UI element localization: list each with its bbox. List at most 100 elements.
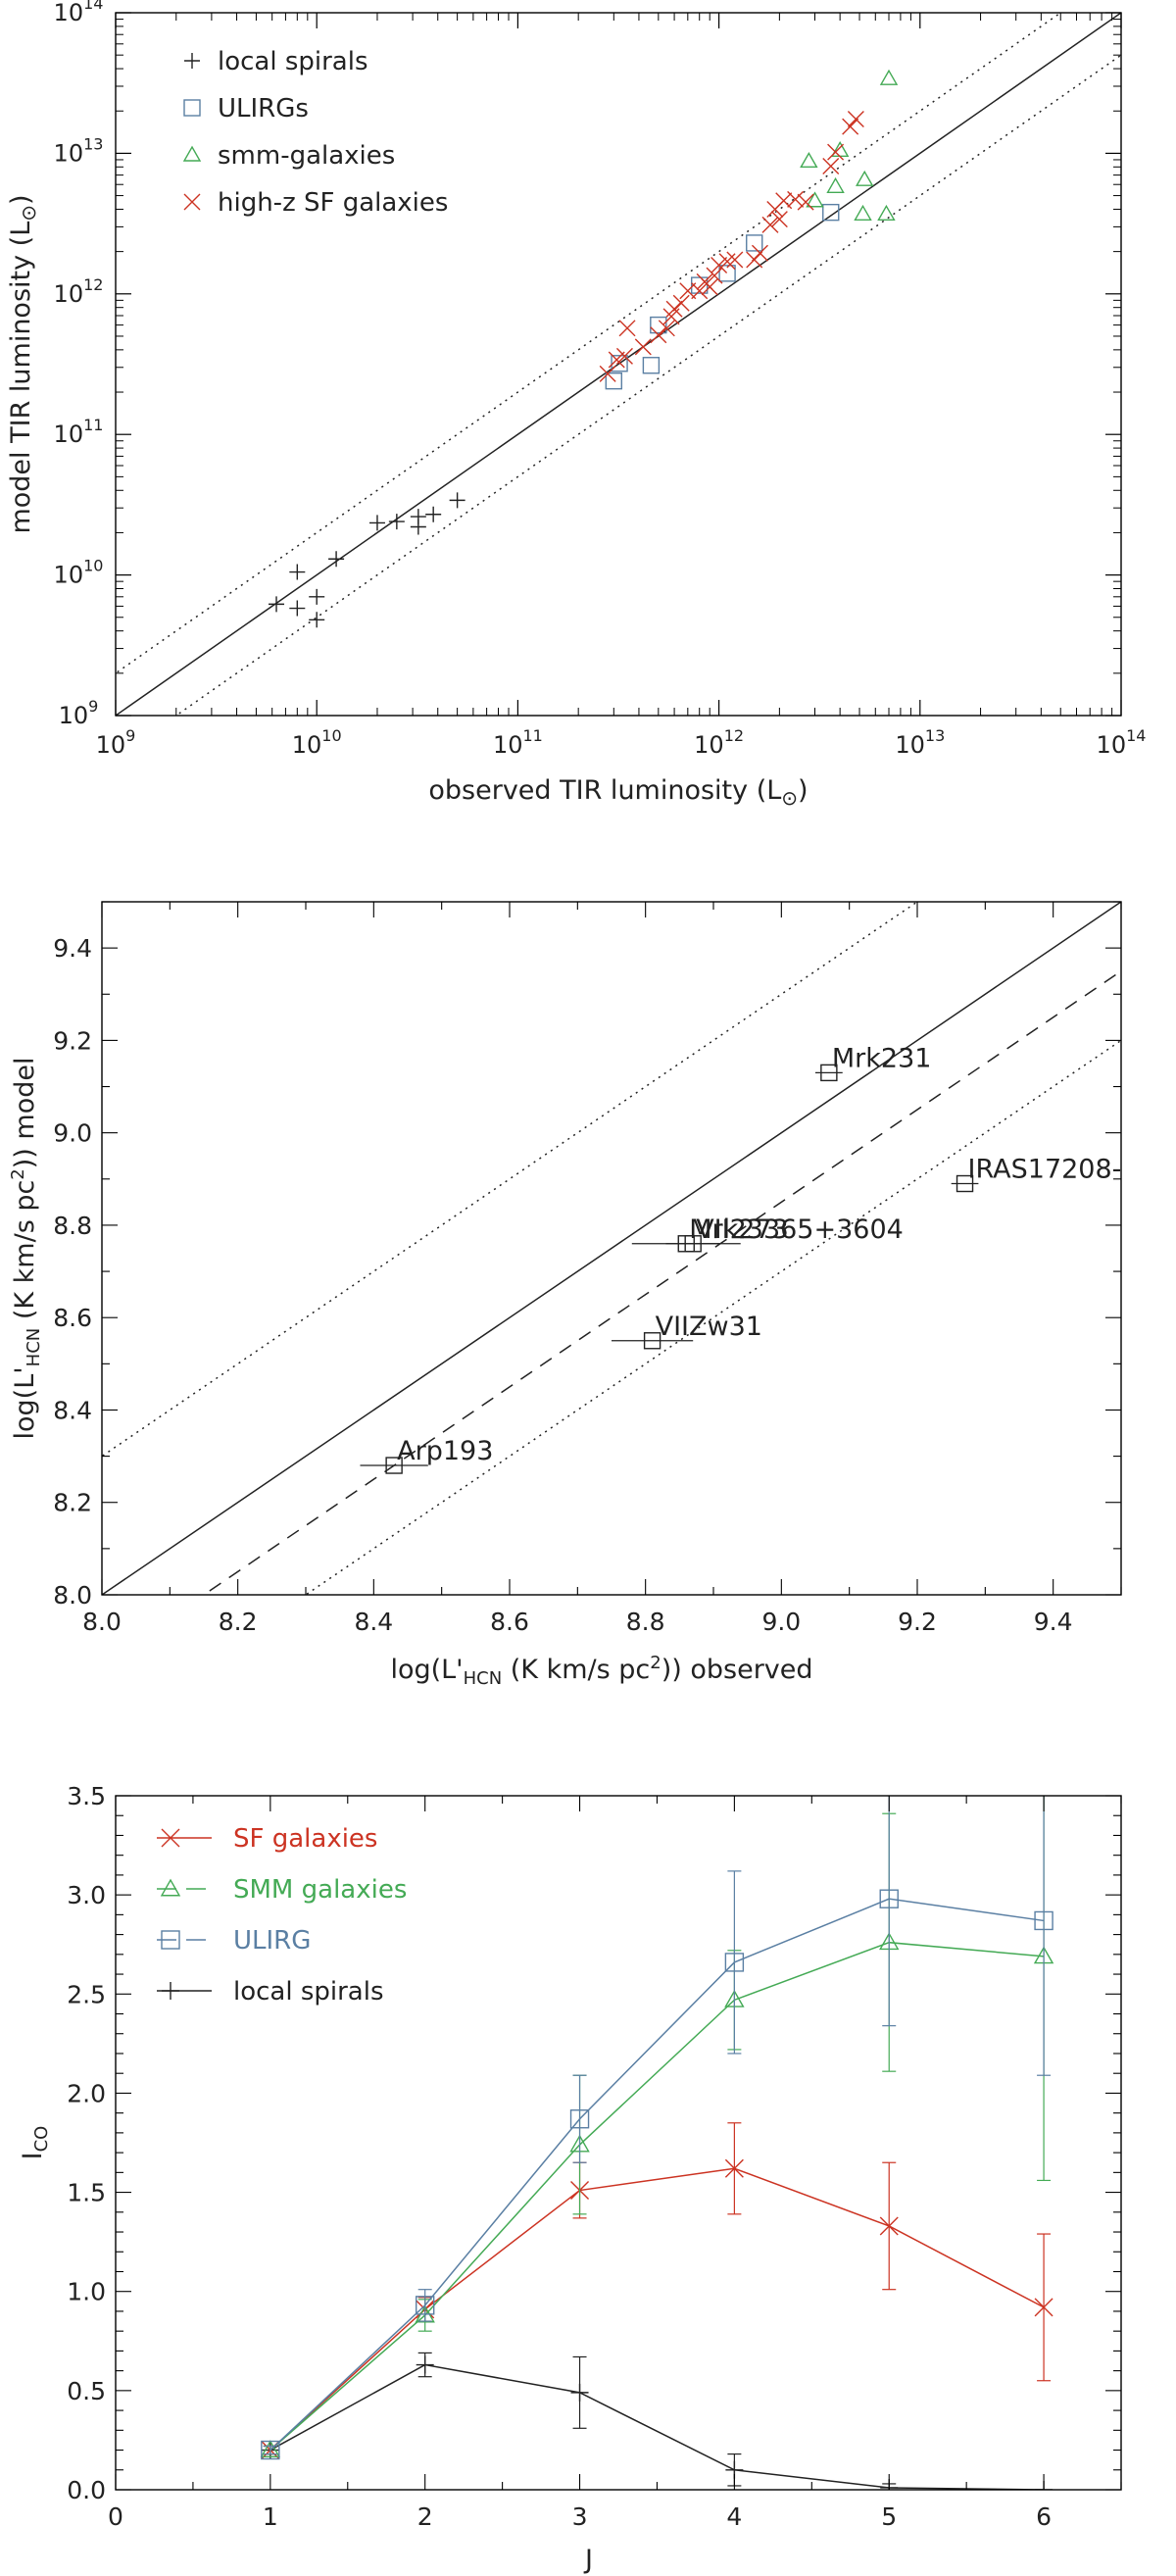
chart-2-point-marker — [820, 1064, 838, 1082]
chart-1-y-tick-exp: 10 — [83, 557, 103, 575]
chart-1-y-tick-exp: 11 — [83, 416, 103, 434]
chart-2-y-axis-label: log(L'HCN (K km/s pc2)) model — [8, 1057, 44, 1439]
chart-3-point-square — [569, 2109, 590, 2129]
chart-1-point-plus — [328, 551, 345, 568]
chart-1-point-cross — [608, 351, 625, 369]
chart-2-y-tick-label: 9.2 — [53, 1026, 92, 1055]
chart-2-point-label: VII23365+3604 — [696, 1214, 904, 1245]
chart-3-x-tick-label: 0 — [108, 2502, 123, 2531]
chart-1-point-cross — [842, 118, 859, 135]
chart-3-point-square — [415, 2296, 435, 2315]
chart-3-y-tick-label: 3.5 — [67, 1782, 106, 1810]
chart-1-tir: 109 1010 1011 1012 1013 101410910101011101210… — [6, 0, 1146, 810]
chart-1-legend-marker-plus — [184, 53, 200, 69]
chart-3-x-tick-label: 1 — [263, 2502, 278, 2531]
chart-1-x-tick-base: 10 — [292, 731, 322, 759]
chart-3-point-cross — [1034, 2298, 1054, 2317]
chart-3-point-square — [879, 1889, 899, 1908]
chart-3-plot-area — [260, 1796, 1054, 2490]
chart-3-point-plus — [570, 2383, 589, 2402]
chart-1-y-tick-base: 10 — [59, 702, 89, 729]
chart-3-x-tick-label: 6 — [1036, 2502, 1052, 2531]
chart-3-legend-label: SF galaxies — [233, 1824, 377, 1854]
chart-1-x-tick-exp: 13 — [925, 726, 945, 745]
chart-1-x-tick-base: 10 — [493, 731, 523, 759]
chart-1-point-cross — [787, 190, 805, 208]
chart-2-point-marker — [956, 1174, 974, 1193]
chart-3-x-tick-label: 3 — [572, 2502, 588, 2531]
chart-1-point-cross — [770, 211, 788, 228]
chart-3-series-line — [270, 1898, 1045, 2452]
chart-1-y-tick-label: 1013 — [54, 134, 104, 167]
chart-2-point-label: Arp193 — [397, 1436, 493, 1466]
chart-3-y-tick-label: 1.5 — [67, 2179, 106, 2207]
chart-1-point-plus — [309, 588, 325, 605]
chart-1-point-plus — [289, 564, 306, 580]
chart-1-point-square — [605, 372, 623, 390]
chart-1-y-axis-label-sub: ⊙ — [17, 205, 40, 222]
chart-1-x-tick-exp: 11 — [522, 726, 542, 745]
chart-3-y-axis-label-sub: CO — [31, 2126, 52, 2153]
chart-1-point-plus — [309, 612, 325, 628]
chart-1-legend-label: high-z SF galaxies — [218, 188, 448, 218]
chart-1-point-square — [642, 357, 661, 374]
chart-1-point-cross — [615, 347, 633, 365]
chart-1-point-cross — [658, 320, 675, 337]
chart-2-point-label: Mrk231 — [832, 1043, 932, 1073]
chart-1-y-tick-label: 1012 — [54, 275, 104, 308]
chart-3-legend-label: ULIRG — [233, 1926, 311, 1956]
chart-1-y-axis-label-main: model TIR luminosity (L — [6, 222, 36, 534]
chart-1-legend: local spirals ULIRGs smm-galaxies high-z SF… — [182, 47, 448, 218]
chart-3-point-square — [724, 1953, 745, 1972]
chart-3-legend-marker-plus — [162, 1982, 179, 2000]
chart-1-point-square — [718, 265, 736, 282]
chart-2-point-label: Mrk273 — [689, 1214, 789, 1245]
chart-3-y-tick-label: 1.0 — [67, 2278, 106, 2306]
chart-1-y-tick-base: 10 — [54, 139, 84, 167]
chart-2-reference-line-dotted — [102, 902, 919, 1458]
chart-3-x-axis-label: J — [583, 2545, 593, 2575]
chart-1-point-plus — [449, 492, 466, 509]
chart-1-reference-line-solid — [116, 13, 1121, 716]
chart-1-y-axis-label-close: ) — [6, 194, 36, 205]
chart-3-frame — [115, 1795, 1122, 2491]
chart-1-y-tick-exp: 9 — [88, 697, 98, 716]
chart-1-x-tick-label: 1011 — [493, 726, 543, 759]
chart-1-y-tick-exp: 14 — [83, 0, 103, 13]
chart-1-point-plus — [269, 596, 285, 613]
chart-1-point-plus — [368, 515, 385, 531]
chart-2-reference-line-dashed — [202, 969, 1121, 1595]
chart-1-point-cross — [822, 158, 840, 175]
chart-2-x-axis-label-main: log(L' — [390, 1655, 463, 1685]
chart-1-legend-label: ULIRGs — [218, 94, 309, 124]
chart-1-x-axis-label-close: ) — [798, 775, 808, 806]
chart-2-y-axis-label-sub: HCN — [24, 1328, 44, 1367]
chart-3-legend-label: SMM galaxies — [233, 1875, 407, 1905]
chart-2-x-tick-label: 9.0 — [761, 1608, 801, 1636]
chart-2-x-axis-label-sub: HCN — [464, 1668, 503, 1689]
chart-3-point-plus — [416, 2355, 434, 2374]
chart-1-legend-label: local spirals — [218, 47, 368, 76]
chart-1-x-tick-base: 10 — [694, 731, 724, 759]
chart-3-point-triangle — [260, 2440, 281, 2457]
chart-1-legend-marker-square — [183, 99, 201, 117]
chart-3-y-tick-label: 0.0 — [67, 2476, 106, 2504]
chart-1-point-square — [746, 234, 763, 252]
chart-2-y-axis-label-sup: 2 — [8, 1168, 28, 1179]
chart-1-point-cross — [726, 251, 744, 269]
chart-2-point-marker — [643, 1332, 662, 1350]
chart-1-point-cross — [827, 143, 845, 161]
chart-3-point-square — [1034, 1910, 1054, 1931]
chart-1-y-tick-exp: 12 — [83, 275, 103, 294]
chart-1-x-tick-exp: 14 — [1126, 726, 1146, 745]
chart-1-point-cross — [672, 294, 690, 312]
chart-2-y-tick-label: 8.8 — [53, 1212, 92, 1240]
chart-1-legend-marker-triangle — [182, 145, 202, 162]
chart-1-y-tick-exp: 13 — [83, 134, 103, 153]
chart-3-x-tick-label: 5 — [881, 2502, 897, 2531]
chart-2-y-axis-label-end: )) model — [10, 1057, 40, 1168]
chart-1-point-square — [650, 316, 667, 334]
chart-2-x-axis-label-rest: (K km/s pc — [502, 1655, 650, 1685]
chart-2-x-tick-label: 8.6 — [490, 1608, 529, 1636]
